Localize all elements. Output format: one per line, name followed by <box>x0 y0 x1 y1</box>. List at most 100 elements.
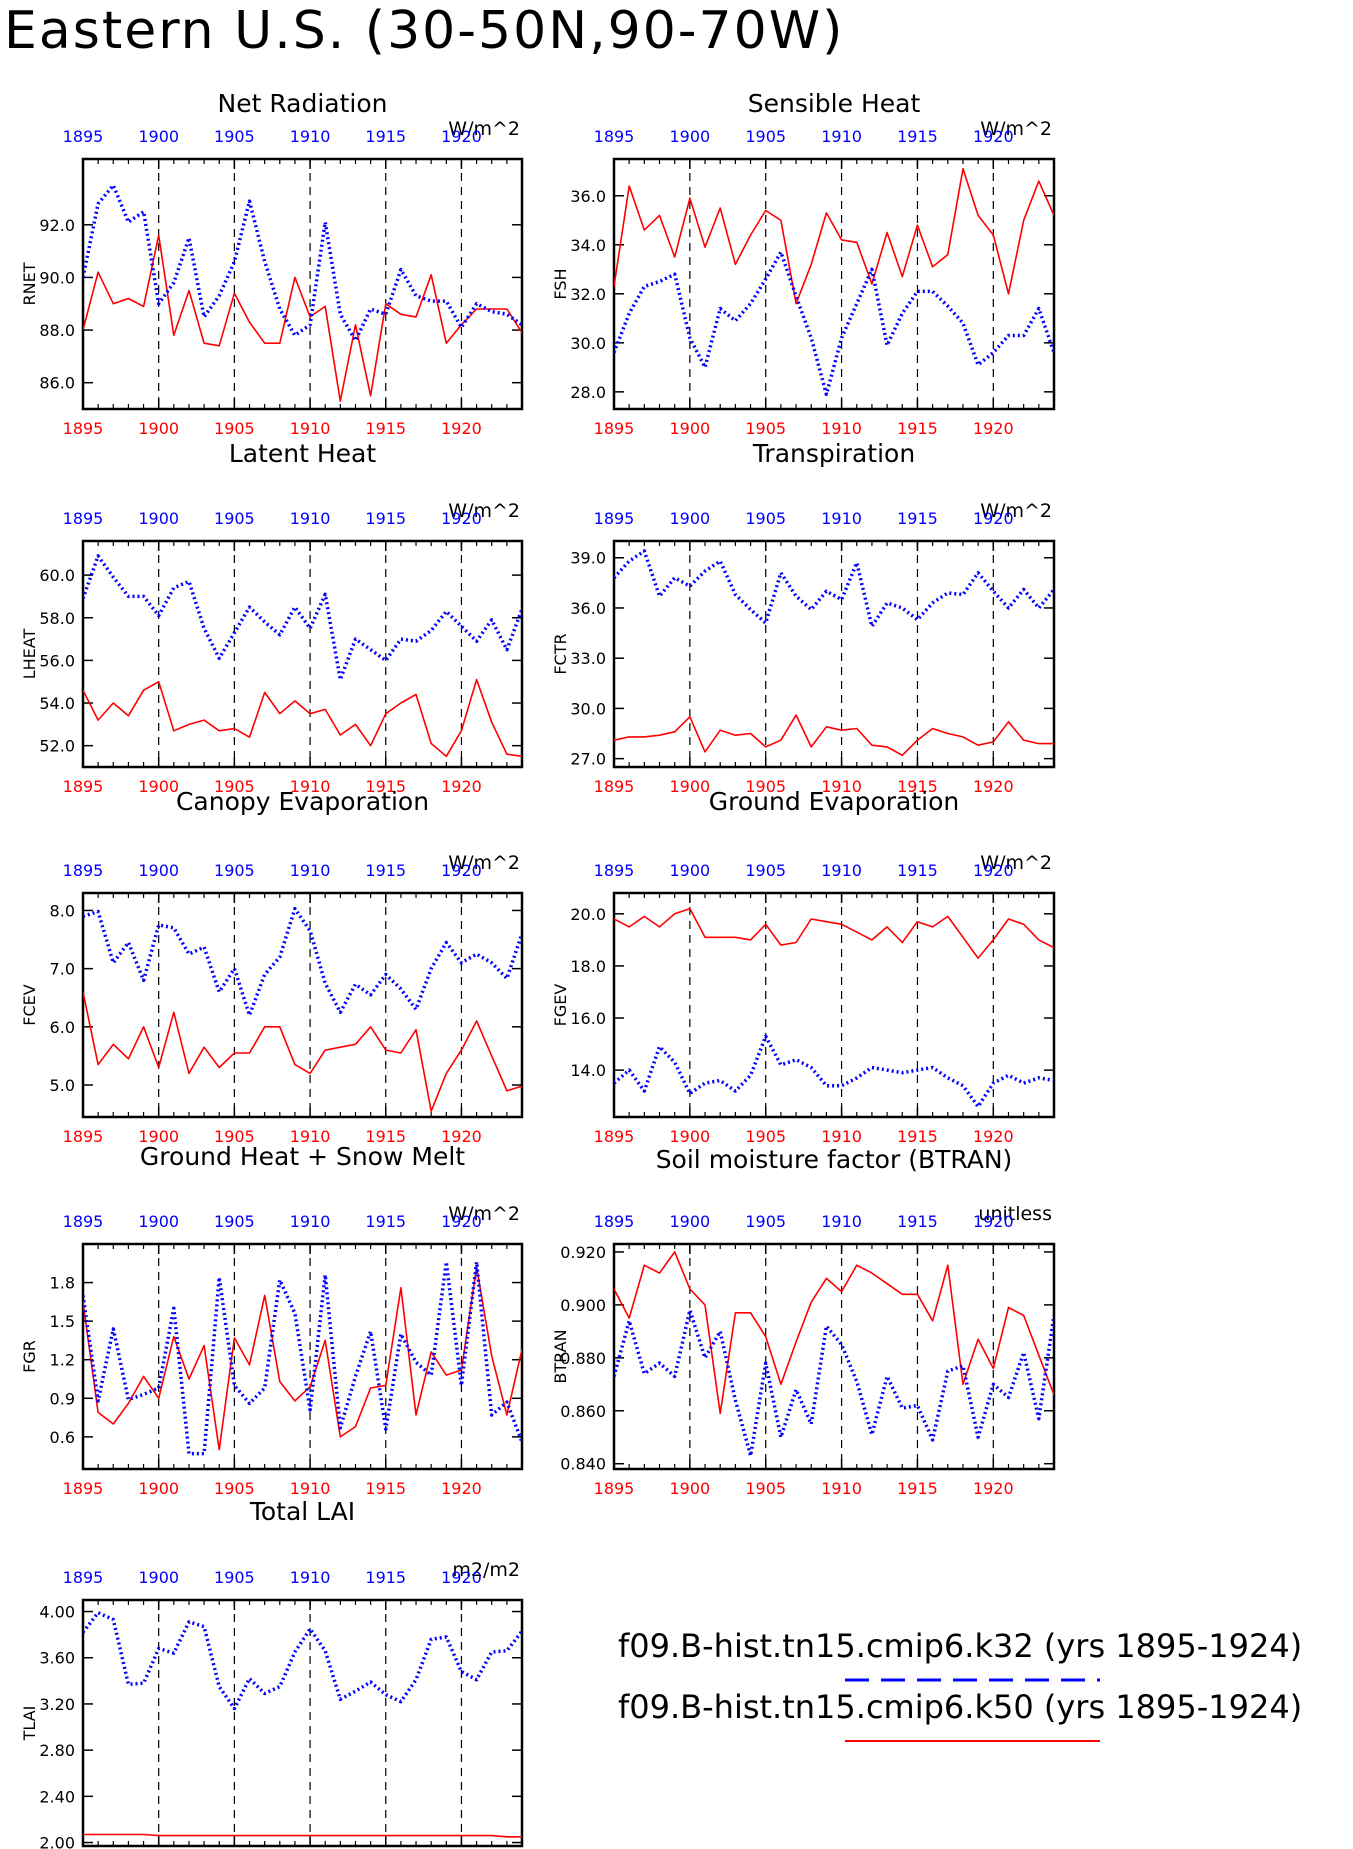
units-label: W/m^2 <box>448 500 520 522</box>
panel-title: Latent Heat <box>229 439 377 468</box>
x-tick-label-bottom: 1915 <box>897 1127 938 1146</box>
series-b-line <box>83 991 522 1112</box>
chart-panel-fsh: Sensible Heat W/m^2 1895 1895 1900 1900 1905 19… <box>551 89 1056 438</box>
y-tick-label: 1.5 <box>50 1312 75 1331</box>
x-tick-label-top: 1910 <box>290 1212 331 1231</box>
x-tick-label-top: 1920 <box>973 861 1014 880</box>
y-tick-label: 30.0 <box>570 334 606 353</box>
y-tick-label: 0.6 <box>50 1428 75 1447</box>
y-tick-label: 2.00 <box>39 1834 75 1849</box>
x-tick-label-top: 1900 <box>670 861 711 880</box>
panel-title: Ground Heat + Snow Melt <box>140 1142 465 1171</box>
y-axis-label: FGR <box>20 1340 39 1373</box>
y-tick-label: 33.0 <box>570 649 606 668</box>
x-tick-label-bottom: 1915 <box>365 1479 406 1498</box>
units-label: W/m^2 <box>448 852 520 874</box>
x-tick-label-bottom: 1900 <box>138 1127 179 1146</box>
x-tick-label-bottom: 1905 <box>214 1479 255 1498</box>
x-tick-label-bottom: 1920 <box>973 1127 1014 1146</box>
x-tick-label-bottom: 1910 <box>821 1479 862 1498</box>
units-label: W/m^2 <box>448 1203 520 1225</box>
y-tick-label: 14.0 <box>570 1061 606 1080</box>
x-tick-label-bottom: 1900 <box>670 777 711 796</box>
y-axis-label: TLAI <box>20 1706 39 1742</box>
y-tick-label: 52.0 <box>39 737 75 756</box>
units-label: W/m^2 <box>448 118 520 140</box>
y-tick-label: 16.0 <box>570 1009 606 1028</box>
x-tick-label-bottom: 1920 <box>973 1479 1014 1498</box>
x-tick-label-top: 1915 <box>365 127 406 146</box>
x-tick-label-bottom: 1895 <box>63 1127 104 1146</box>
x-tick-label-top: 1910 <box>290 861 331 880</box>
x-tick-label-top: 1905 <box>214 861 255 880</box>
x-tick-label-top: 1920 <box>441 861 482 880</box>
y-tick-label: 5.0 <box>50 1076 75 1095</box>
x-tick-label-bottom: 1910 <box>821 1127 862 1146</box>
x-tick-label-bottom: 1895 <box>63 419 104 438</box>
x-tick-label-top: 1920 <box>441 127 482 146</box>
x-tick-label-top: 1915 <box>365 1568 406 1587</box>
series-a-line <box>614 1308 1054 1458</box>
series-a-line <box>83 1610 522 1711</box>
x-tick-label-bottom: 1915 <box>897 777 938 796</box>
plot-frame <box>81 1598 524 1848</box>
series-a-line <box>83 906 522 1017</box>
series-b-line <box>83 1833 522 1838</box>
x-tick-label-bottom: 1895 <box>63 1479 104 1498</box>
x-tick-label-top: 1895 <box>63 127 104 146</box>
x-tick-label-top: 1895 <box>63 1568 104 1587</box>
chart-panel-btran: Soil moisture factor (BTRAN) unitless 1895… <box>551 1145 1056 1498</box>
x-tick-label-bottom: 1915 <box>897 1479 938 1498</box>
x-tick-label-top: 1910 <box>290 509 331 528</box>
legend-series-a-label: f09.B-hist.tn15.cmip6.k32 (yrs 1895-1924… <box>618 1627 1303 1665</box>
panel-title: Transpiration <box>752 439 915 468</box>
x-tick-label-top: 1900 <box>670 509 711 528</box>
x-tick-label-bottom: 1920 <box>973 419 1014 438</box>
x-tick-label-bottom: 1895 <box>594 419 635 438</box>
y-tick-label: 20.0 <box>570 905 606 924</box>
x-tick-label-top: 1895 <box>594 127 635 146</box>
x-tick-label-top: 1900 <box>138 1212 179 1231</box>
x-tick-label-top: 1910 <box>290 127 331 146</box>
x-tick-label-bottom: 1910 <box>290 777 331 796</box>
series-a-line <box>83 554 522 682</box>
plot-frame <box>81 1242 524 1471</box>
y-tick-label: 58.0 <box>39 609 75 628</box>
x-tick-label-top: 1900 <box>670 1212 711 1231</box>
x-tick-label-top: 1905 <box>745 861 786 880</box>
y-tick-label: 2.40 <box>39 1787 75 1806</box>
y-tick-label: 0.900 <box>560 1296 606 1315</box>
chart-panel-tlai: Total LAIm2/m218951895190019001905190519… <box>20 1497 524 1849</box>
y-tick-label: 32.0 <box>570 285 606 304</box>
y-tick-label: 7.0 <box>50 960 75 979</box>
x-tick-label-bottom: 1915 <box>365 419 406 438</box>
y-tick-label: 0.9 <box>50 1389 75 1408</box>
x-tick-label-top: 1910 <box>821 861 862 880</box>
x-tick-label-bottom: 1920 <box>441 1127 482 1146</box>
units-label: W/m^2 <box>980 500 1052 522</box>
chart-panel-fcev: Canopy Evaporation W/m^2 1895 1895 1900 1900 1… <box>20 787 524 1146</box>
x-tick-label-bottom: 1895 <box>594 1479 635 1498</box>
x-tick-label-bottom: 1900 <box>670 419 711 438</box>
y-tick-label: 18.0 <box>570 957 606 976</box>
y-tick-label: 6.0 <box>50 1018 75 1037</box>
x-tick-label-top: 1905 <box>214 1212 255 1231</box>
x-tick-label-top: 1900 <box>138 127 179 146</box>
x-tick-label-top: 1905 <box>214 127 255 146</box>
y-tick-label: 92.0 <box>39 216 75 235</box>
x-tick-label-bottom: 1895 <box>594 1127 635 1146</box>
y-axis-label: FGEV <box>551 984 570 1027</box>
y-axis-label: BTRAN <box>551 1329 570 1383</box>
y-axis-label: LHEAT <box>20 629 39 680</box>
x-tick-label-top: 1915 <box>897 509 938 528</box>
y-tick-label: 0.920 <box>560 1243 606 1262</box>
plot-frame <box>612 891 1056 1119</box>
series-a-line <box>83 183 522 343</box>
x-tick-label-bottom: 1905 <box>214 1127 255 1146</box>
x-tick-label-bottom: 1915 <box>365 1127 406 1146</box>
y-tick-label: 8.0 <box>50 901 75 920</box>
chart-panel-fgr: Ground Heat + Snow Melt W/m^2 1895 1895 1900… <box>20 1142 524 1498</box>
y-tick-label: 2.80 <box>39 1741 75 1760</box>
x-tick-label-bottom: 1905 <box>745 777 786 796</box>
